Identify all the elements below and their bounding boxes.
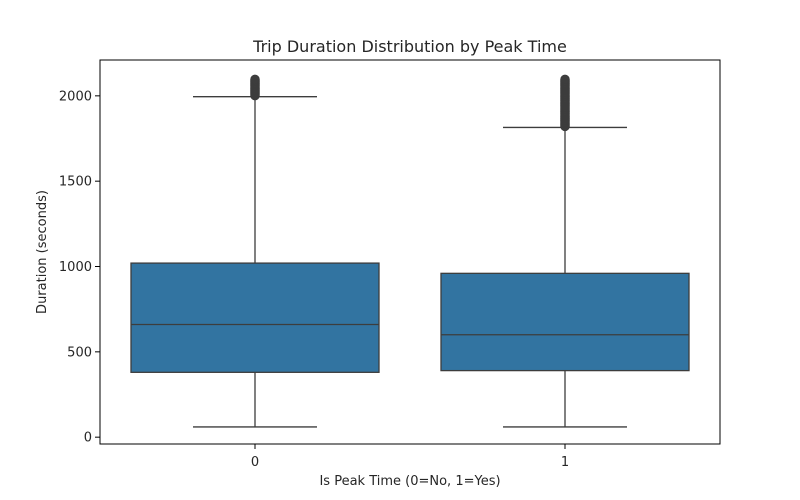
outlier-point <box>250 74 260 84</box>
x-tick-label: 1 <box>561 455 569 470</box>
iqr-box <box>130 262 380 373</box>
x-axis-title: Is Peak Time (0=No, 1=Yes) <box>319 474 500 489</box>
y-tick-label: 2000 <box>59 89 92 104</box>
plot-frame <box>99 59 721 445</box>
y-axis-title: Duration (seconds) <box>35 190 50 314</box>
y-tick-label: 1500 <box>59 175 92 190</box>
plot-area: 0 500 1000 1500 2000 0 1 <box>59 59 721 470</box>
y-tick-label: 500 <box>67 345 92 360</box>
x-tick-label: 0 <box>251 455 259 470</box>
chart-title: Trip Duration Distribution by Peak Time <box>252 37 567 56</box>
iqr-box <box>440 272 690 372</box>
y-tick-label: 0 <box>84 431 92 446</box>
outlier-point <box>560 74 570 84</box>
y-tick-label: 1000 <box>59 260 92 275</box>
